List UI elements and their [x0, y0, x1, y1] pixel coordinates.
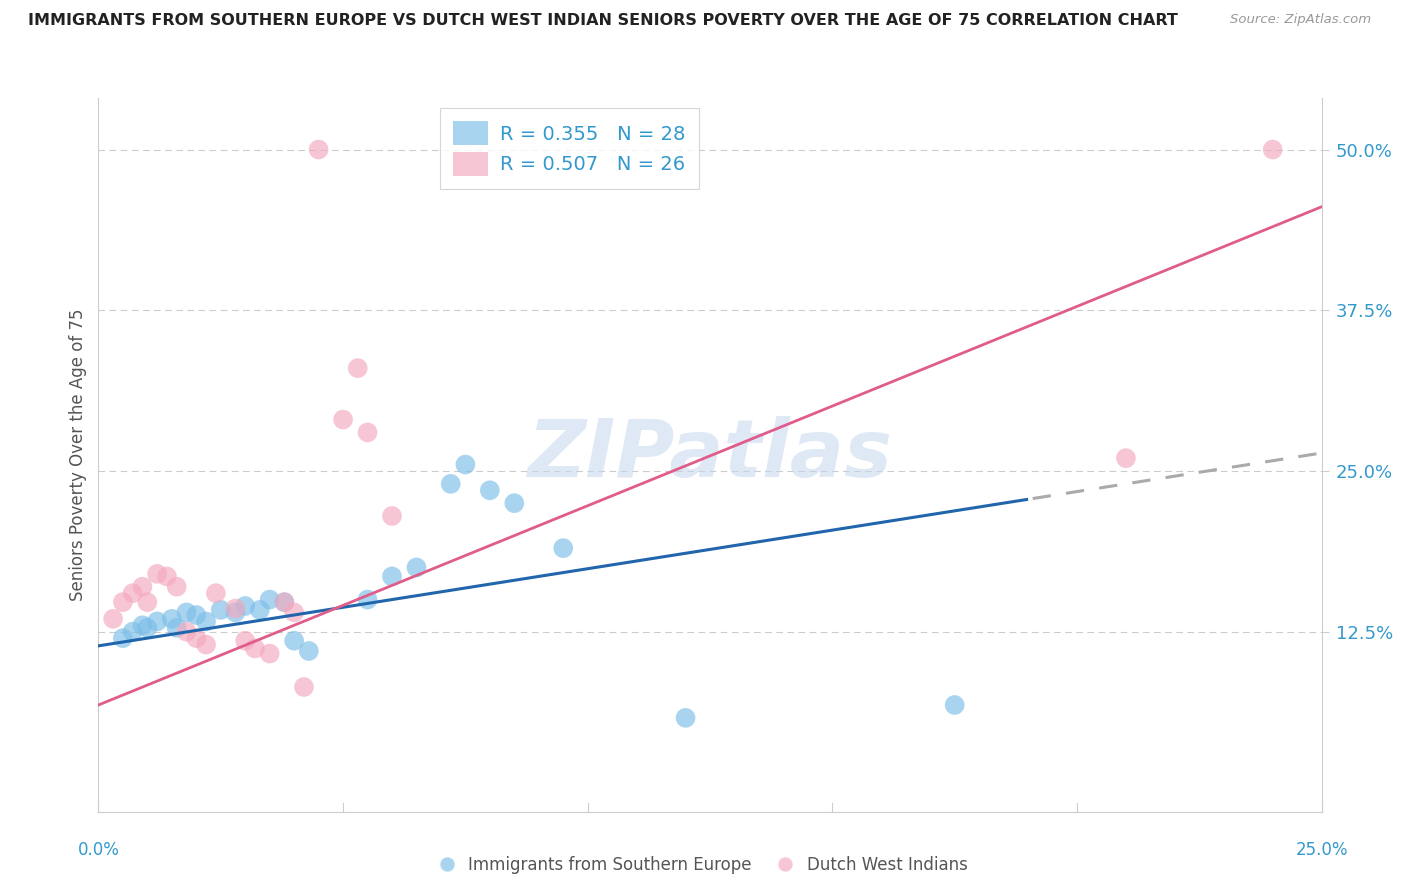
Point: [405, 560, 427, 574]
Point: [233, 633, 256, 648]
Point: [156, 569, 179, 583]
Text: ZIPatlas: ZIPatlas: [527, 416, 893, 494]
Text: 0.0%: 0.0%: [77, 841, 120, 859]
Point: [381, 569, 404, 583]
Point: [209, 603, 232, 617]
Text: IMMIGRANTS FROM SOUTHERN EUROPE VS DUTCH WEST INDIAN SENIORS POVERTY OVER THE AG: IMMIGRANTS FROM SOUTHERN EUROPE VS DUTCH…: [28, 13, 1178, 29]
Point: [131, 580, 153, 594]
Point: [273, 595, 295, 609]
Point: [160, 612, 183, 626]
Point: [1261, 143, 1284, 157]
Point: [176, 606, 198, 620]
Text: Source: ZipAtlas.com: Source: ZipAtlas.com: [1230, 13, 1371, 27]
Point: [346, 361, 368, 376]
Point: [131, 618, 153, 632]
Point: [298, 644, 321, 658]
Point: [356, 592, 378, 607]
Point: [440, 476, 463, 491]
Point: [243, 641, 266, 656]
Point: [136, 621, 159, 635]
Point: [224, 606, 246, 620]
Point: [195, 638, 218, 652]
Legend: R = 0.355   N = 28, R = 0.507   N = 26: R = 0.355 N = 28, R = 0.507 N = 26: [440, 108, 699, 189]
Point: [308, 143, 330, 157]
Point: [553, 541, 575, 556]
Point: [249, 603, 271, 617]
Point: [166, 580, 188, 594]
Point: [332, 412, 354, 426]
Point: [259, 647, 281, 661]
Point: [111, 595, 134, 609]
Point: [292, 680, 315, 694]
Legend: Immigrants from Southern Europe, Dutch West Indians: Immigrants from Southern Europe, Dutch W…: [430, 847, 976, 882]
Y-axis label: Seniors Poverty Over the Age of 75: Seniors Poverty Over the Age of 75: [69, 309, 87, 601]
Point: [675, 711, 697, 725]
Point: [1115, 451, 1137, 466]
Point: [146, 566, 169, 581]
Point: [166, 621, 188, 635]
Point: [186, 631, 208, 645]
Point: [136, 595, 159, 609]
Point: [503, 496, 526, 510]
Point: [195, 615, 218, 629]
Point: [224, 601, 246, 615]
Point: [283, 606, 305, 620]
Point: [186, 607, 208, 622]
Point: [111, 631, 134, 645]
Point: [101, 612, 124, 626]
Point: [943, 698, 966, 712]
Point: [283, 633, 305, 648]
Point: [233, 599, 256, 613]
Point: [259, 592, 281, 607]
Point: [478, 483, 501, 498]
Point: [205, 586, 228, 600]
Point: [121, 586, 143, 600]
Point: [356, 425, 378, 440]
Point: [146, 615, 169, 629]
Point: [121, 624, 143, 639]
Point: [454, 458, 477, 472]
Point: [381, 508, 404, 523]
Text: 25.0%: 25.0%: [1295, 841, 1348, 859]
Point: [273, 595, 295, 609]
Point: [176, 624, 198, 639]
